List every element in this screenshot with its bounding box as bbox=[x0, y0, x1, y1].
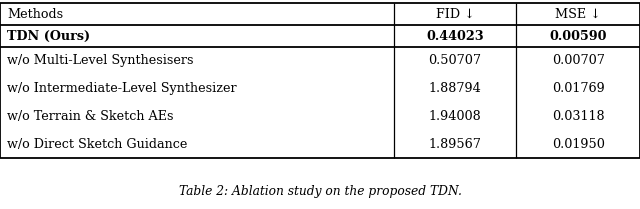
Text: 1.94008: 1.94008 bbox=[429, 110, 481, 123]
Text: w/o Direct Sketch Guidance: w/o Direct Sketch Guidance bbox=[7, 138, 188, 151]
Text: w/o Intermediate-Level Synthesizer: w/o Intermediate-Level Synthesizer bbox=[7, 82, 237, 95]
Text: 0.44023: 0.44023 bbox=[426, 29, 484, 42]
Text: 0.01950: 0.01950 bbox=[552, 138, 605, 151]
Text: Methods: Methods bbox=[7, 8, 63, 20]
Text: 0.01769: 0.01769 bbox=[552, 82, 605, 95]
Text: FID ↓: FID ↓ bbox=[436, 8, 474, 20]
Text: Table 2: Ablation study on the proposed TDN.: Table 2: Ablation study on the proposed … bbox=[179, 185, 461, 198]
Text: w/o Terrain & Sketch AEs: w/o Terrain & Sketch AEs bbox=[7, 110, 173, 123]
Text: w/o Multi-Level Synthesisers: w/o Multi-Level Synthesisers bbox=[7, 54, 193, 67]
Text: MSE ↓: MSE ↓ bbox=[556, 8, 601, 20]
Text: 1.88794: 1.88794 bbox=[429, 82, 481, 95]
Text: 0.50707: 0.50707 bbox=[429, 54, 481, 67]
Text: 0.03118: 0.03118 bbox=[552, 110, 605, 123]
Text: 0.00707: 0.00707 bbox=[552, 54, 605, 67]
Text: 0.00590: 0.00590 bbox=[550, 29, 607, 42]
Text: 1.89567: 1.89567 bbox=[429, 138, 481, 151]
Text: TDN (Ours): TDN (Ours) bbox=[7, 29, 90, 42]
